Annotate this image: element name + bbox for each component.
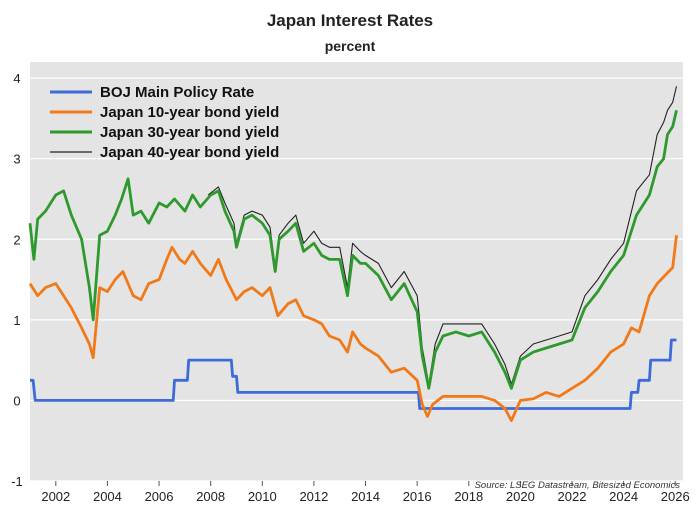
x-tick-label: 2010 [248, 489, 277, 504]
x-tick-label: 2020 [506, 489, 535, 504]
x-tick-label: 2024 [609, 489, 638, 504]
x-tick-label: 2004 [93, 489, 122, 504]
plot-area [30, 62, 683, 481]
legend-label: Japan 30-year bond yield [100, 124, 279, 141]
source-note: Source: LSEG Datastream, Bitesized Econo… [475, 480, 681, 491]
y-axis-ticks: -1 0 1 2 3 4 [11, 71, 23, 489]
series-line-1 [30, 338, 677, 410]
grid-lines [30, 77, 683, 482]
y-tick-label: -1 [11, 474, 23, 489]
x-axis-ticks: 2002 2004 2006 2008 2010 2012 2014 2016 2018 2020… [41, 481, 690, 504]
x-tick-label: 2018 [454, 489, 483, 504]
legend-label: BOJ Main Policy Rate [100, 84, 254, 101]
series-line-3 [28, 109, 678, 390]
x-tick-label: 2014 [351, 489, 380, 504]
y-tick-label: 3 [13, 152, 20, 167]
chart-subtitle: percent [325, 38, 376, 54]
x-tick-label: 2026 [661, 489, 690, 504]
x-tick-label: 2006 [145, 489, 174, 504]
x-tick-label: 2016 [403, 489, 432, 504]
y-tick-label: 1 [13, 313, 20, 328]
legend-label: Japan 40-year bond yield [100, 144, 279, 161]
x-tick-label: 2002 [41, 489, 70, 504]
y-tick-label: 0 [13, 393, 20, 408]
x-tick-label: 2008 [196, 489, 225, 504]
x-tick-label: 2012 [299, 489, 328, 504]
series-line-2 [28, 235, 678, 422]
series-lines [28, 86, 678, 422]
y-tick-label: 4 [13, 71, 20, 86]
x-tick-label: 2022 [558, 489, 587, 504]
chart-title: Japan Interest Rates [267, 11, 433, 30]
legend: BOJ Main Policy Rate Japan 10-year bond y… [50, 84, 279, 161]
y-tick-label: 2 [13, 232, 20, 247]
legend-label: Japan 10-year bond yield [100, 104, 279, 121]
